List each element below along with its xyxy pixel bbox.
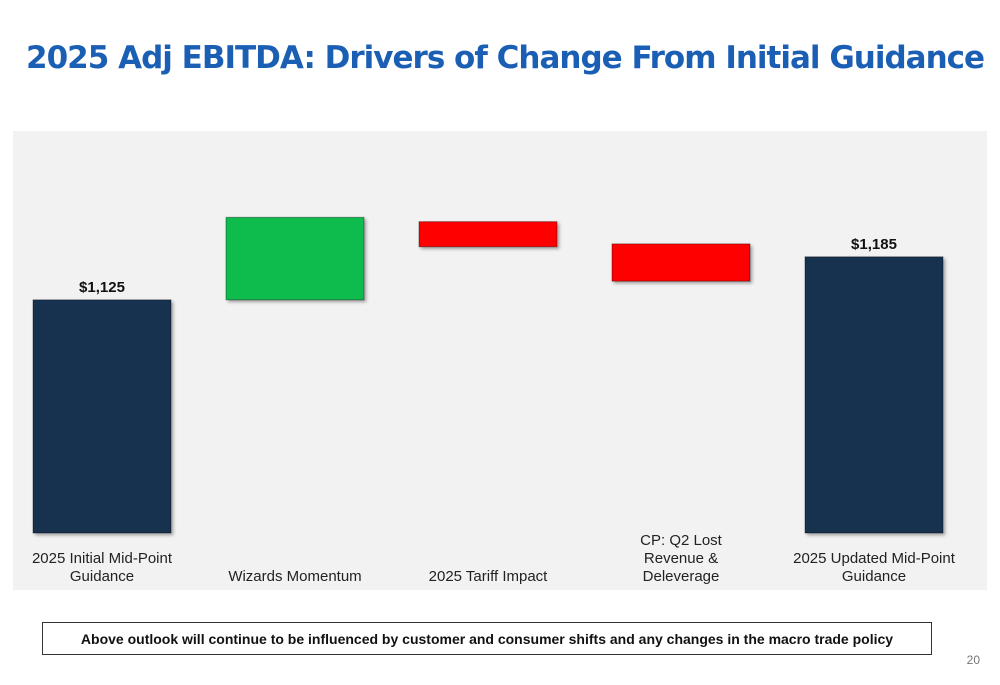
outlook-footnote: Above outlook will continue to be influe…	[42, 622, 932, 655]
bar-total-0	[32, 299, 172, 534]
category-label-3: CP: Q2 Lost Revenue & Deleverage	[596, 532, 766, 586]
bar-total-4	[804, 256, 944, 534]
category-label-line: Wizards Momentum	[228, 568, 362, 585]
category-label-line: CP: Q2 Lost	[640, 532, 722, 549]
page-number: 20	[966, 653, 980, 667]
category-label-line: Guidance	[69, 568, 135, 585]
data-label-4: $1,185	[851, 236, 897, 253]
category-label-2: 2025 Tariff Impact	[403, 568, 573, 586]
bar-decrease-3	[611, 243, 751, 282]
category-label-line: Guidance	[841, 568, 907, 585]
bar-decrease-2	[418, 221, 558, 248]
bar-increase-1	[225, 216, 365, 301]
slide-title: 2025 Adj EBITDA: Drivers of Change From …	[26, 40, 985, 76]
category-label-line: 2025 Updated Mid-Point	[793, 550, 955, 567]
category-label-1: Wizards Momentum	[210, 568, 380, 586]
category-label-0: 2025 Initial Mid-Point Guidance	[17, 550, 187, 586]
category-label-line: Revenue &	[643, 550, 719, 567]
category-label-line: Deleverage	[642, 568, 720, 585]
category-label-line: 2025 Initial Mid-Point	[31, 550, 173, 567]
waterfall-chart: $1,125 $1,185	[32, 216, 944, 534]
chart-panel: $1,125 $1,185 2025 Initial Mid-Point Guida…	[13, 131, 987, 590]
data-label-0: $1,125	[79, 279, 125, 296]
category-label-4: 2025 Updated Mid-Point Guidance	[789, 550, 959, 586]
category-label-line: 2025 Tariff Impact	[428, 568, 548, 585]
